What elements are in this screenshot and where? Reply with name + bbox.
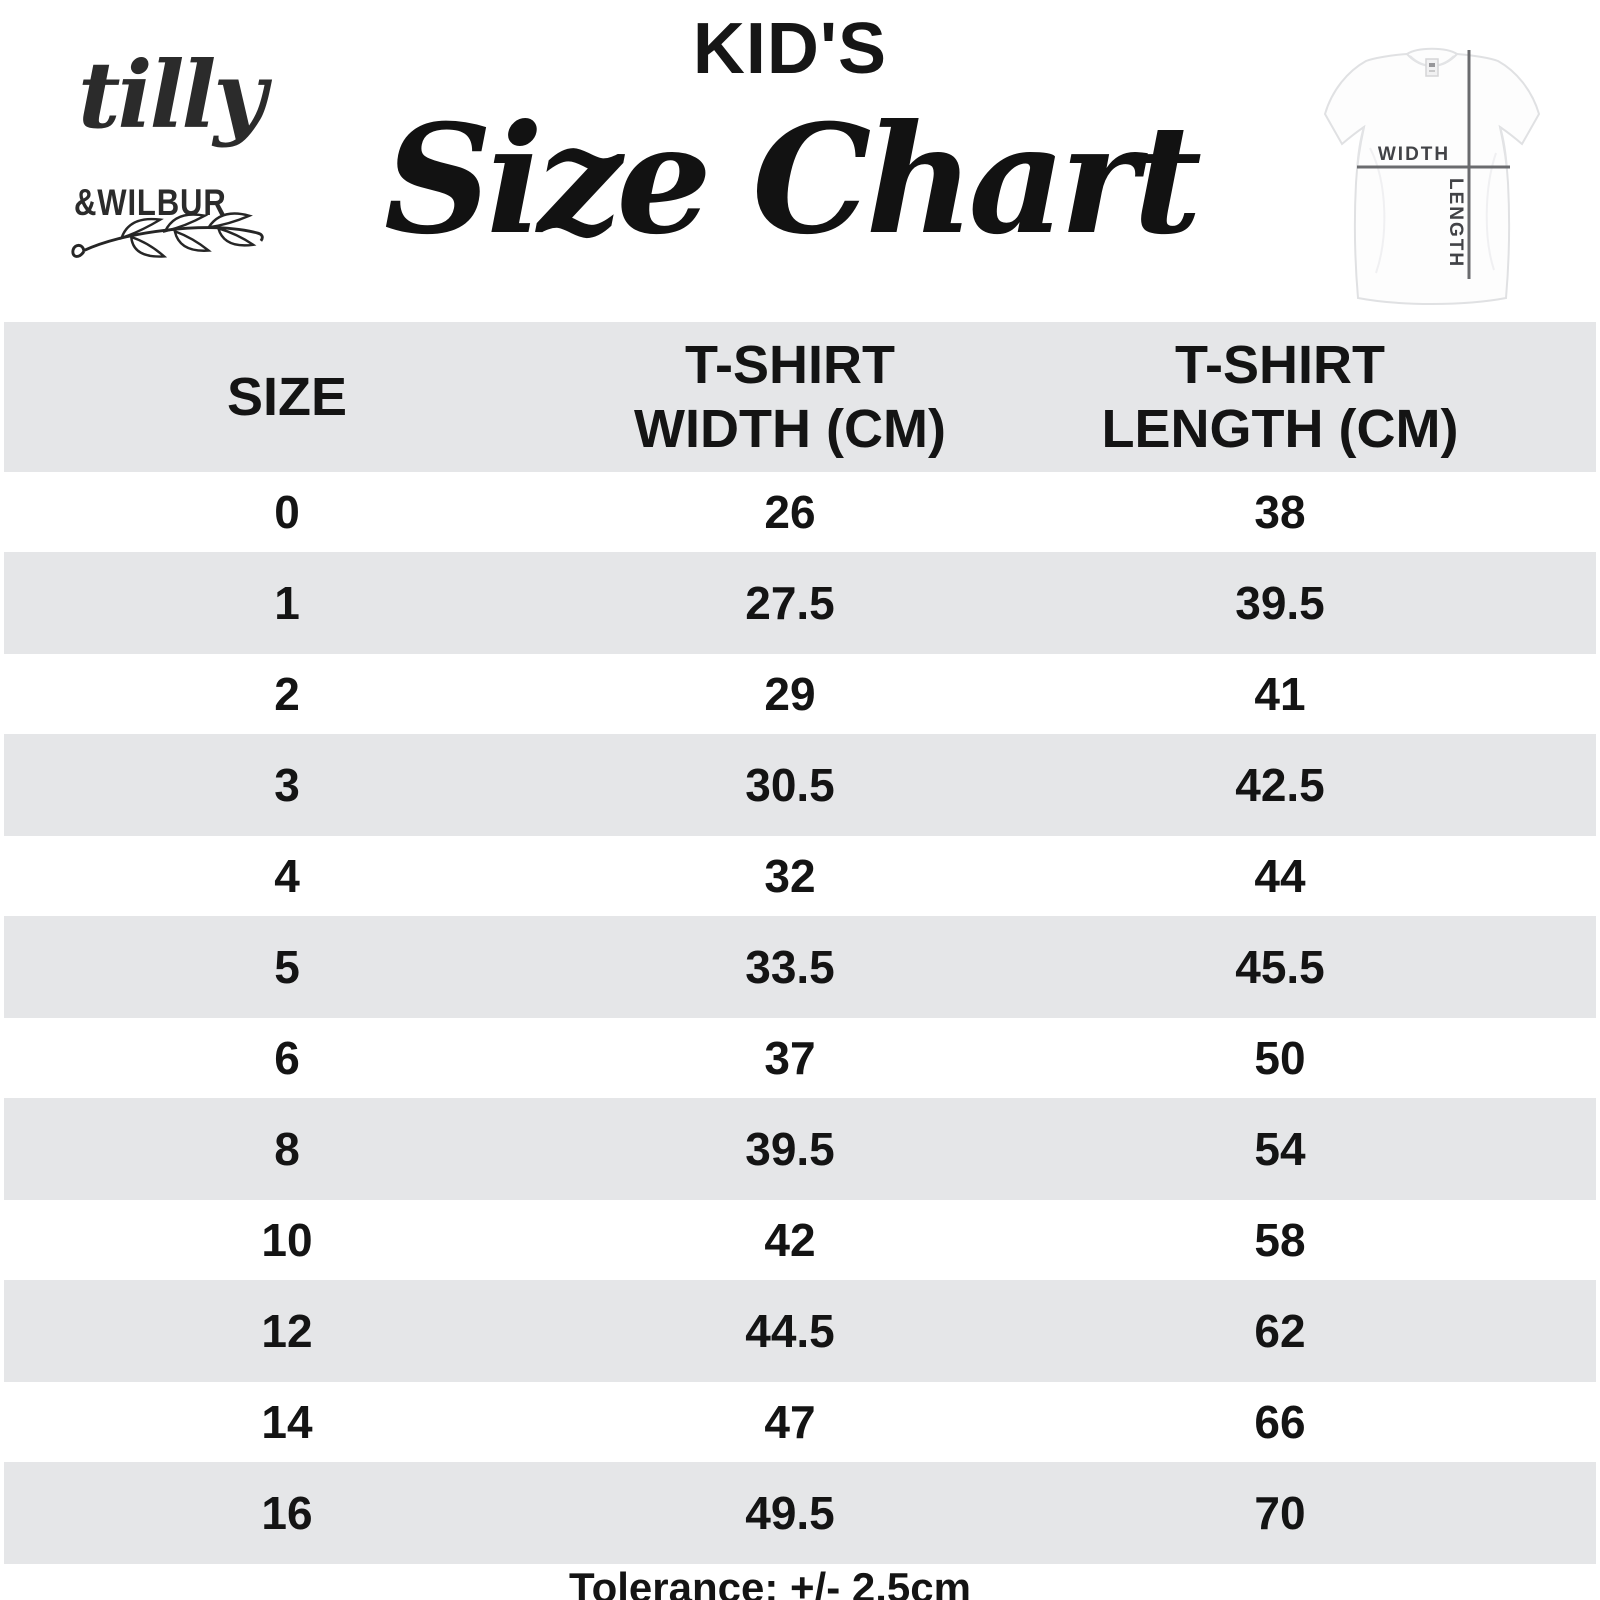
table-row: 0 26 38	[4, 472, 1596, 552]
length-axis-label: LENGTH	[1445, 178, 1466, 268]
width-axis-label: WIDTH	[1378, 144, 1450, 165]
header-line: T-SHIRT	[1175, 335, 1385, 395]
column-header-width: T-SHIRT WIDTH (CM)	[570, 333, 1010, 461]
cell-width: 37	[764, 1032, 816, 1084]
cell-size: 8	[274, 1123, 300, 1175]
cell-width: 44.5	[745, 1305, 835, 1357]
header-line: SIZE	[226, 367, 348, 427]
size-table-header: SIZE T-SHIRT WIDTH (CM) T-SHIRT LENGTH (…	[4, 322, 1596, 472]
cell-size: 3	[274, 759, 300, 811]
table-row: 6 37 50	[4, 1018, 1596, 1098]
cell-length: 38	[1254, 486, 1306, 538]
cell-size: 4	[274, 850, 300, 902]
cell-width: 29	[764, 668, 816, 720]
column-header-length: T-SHIRT LENGTH (CM)	[1010, 333, 1550, 461]
cell-width: 26	[764, 486, 816, 538]
laurel-branch-icon	[71, 212, 264, 258]
cell-size: 10	[261, 1214, 313, 1266]
cell-length: 66	[1254, 1396, 1306, 1448]
header-line: T-SHIRT	[685, 335, 895, 395]
size-table-body: 0 26 38 1 27.5 39.5 2 29 41 3 30.5 42.5 …	[4, 472, 1596, 1564]
tshirt-illustration: WIDTH LENGTH	[1323, 47, 1541, 305]
table-row: 2 29 41	[4, 654, 1596, 734]
brand-logo: tilly &WILBUR	[70, 40, 290, 280]
cell-length: 44	[1254, 850, 1306, 902]
brand-name-script: tilly	[78, 41, 267, 149]
cell-length: 54	[1254, 1123, 1306, 1175]
table-row: 3 30.5 42.5	[4, 734, 1596, 836]
cell-length: 70	[1254, 1487, 1306, 1539]
cell-width: 39.5	[745, 1123, 835, 1175]
cell-size: 2	[274, 668, 300, 720]
size-table: SIZE T-SHIRT WIDTH (CM) T-SHIRT LENGTH (…	[4, 322, 1596, 1564]
neck-tag	[1425, 58, 1439, 77]
table-row: 10 42 58	[4, 1200, 1596, 1280]
chart-kicker: KID'S	[692, 9, 888, 89]
table-row: 12 44.5 62	[4, 1280, 1596, 1382]
cell-length: 39.5	[1235, 577, 1325, 629]
cell-width: 30.5	[745, 759, 835, 811]
cell-length: 45.5	[1235, 941, 1325, 993]
table-row: 4 32 44	[4, 836, 1596, 916]
column-header-size: SIZE	[4, 365, 570, 429]
cell-width: 27.5	[745, 577, 835, 629]
cell-size: 16	[261, 1487, 313, 1539]
cell-width: 49.5	[745, 1487, 835, 1539]
cell-width: 32	[764, 850, 816, 902]
table-row: 16 49.5 70	[4, 1462, 1596, 1564]
cell-width: 42	[764, 1214, 816, 1266]
cell-size: 6	[274, 1032, 300, 1084]
cell-size: 5	[274, 941, 300, 993]
table-row: 8 39.5 54	[4, 1098, 1596, 1200]
cell-size: 0	[274, 486, 300, 538]
cell-length: 62	[1254, 1305, 1306, 1357]
cell-size: 1	[274, 577, 300, 629]
cell-size: 12	[261, 1305, 313, 1357]
cell-size: 14	[261, 1396, 313, 1448]
header-line: LENGTH (CM)	[1101, 399, 1459, 459]
cell-length: 58	[1254, 1214, 1306, 1266]
tshirt-measurement-diagram: WIDTH LENGTH	[1300, 28, 1570, 313]
tolerance-note: Tolerance: +/- 2.5cm	[569, 1564, 971, 1600]
chart-title: Size Chart	[383, 92, 1202, 268]
table-row: 1 27.5 39.5	[4, 552, 1596, 654]
header-line: WIDTH (CM)	[634, 399, 946, 459]
table-row: 14 47 66	[4, 1382, 1596, 1462]
cell-length: 50	[1254, 1032, 1306, 1084]
cell-width: 47	[764, 1396, 816, 1448]
cell-width: 33.5	[745, 941, 835, 993]
table-row: 5 33.5 45.5	[4, 916, 1596, 1018]
cell-length: 42.5	[1235, 759, 1325, 811]
cell-length: 41	[1254, 668, 1306, 720]
